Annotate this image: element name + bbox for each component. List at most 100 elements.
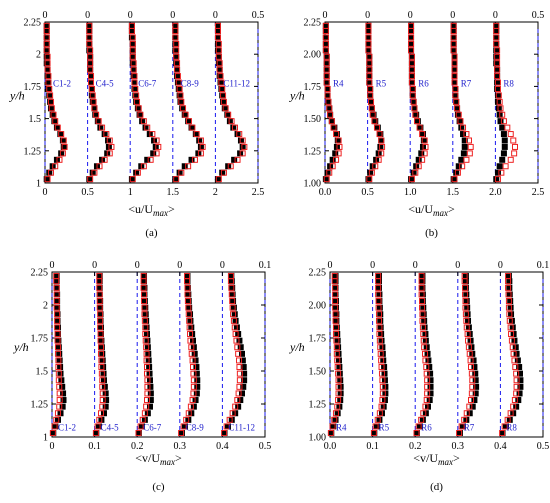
data-point-filled (94, 118, 101, 125)
data-point-filled (174, 79, 181, 86)
data-point-open (220, 169, 227, 176)
data-point-open (496, 98, 503, 105)
data-point-open (55, 364, 62, 371)
data-point-open (178, 169, 185, 176)
data-point-open (172, 22, 179, 29)
data-point-filled (238, 350, 245, 357)
data-point-filled (172, 40, 179, 47)
data-point-open (333, 337, 340, 344)
data-point-filled (187, 317, 194, 324)
data-point-filled (185, 298, 192, 305)
data-point-open (379, 397, 386, 404)
top-x-tick-label: 0 (455, 260, 460, 271)
data-point-open (421, 344, 428, 351)
data-point-open (511, 143, 518, 150)
data-point-filled (135, 430, 142, 437)
data-point-filled (196, 137, 203, 144)
data-point-filled (462, 278, 469, 285)
data-point-filled (328, 430, 335, 437)
data-point-open (463, 317, 470, 324)
data-point-filled (505, 272, 512, 279)
data-point-open (366, 79, 373, 86)
data-point-filled (51, 118, 58, 125)
data-point-open (368, 105, 375, 112)
top-x-tick-label: 0 (450, 10, 455, 21)
data-point-filled (87, 53, 94, 60)
data-point-filled (506, 291, 513, 298)
data-point-open (129, 47, 136, 54)
data-point-open (334, 357, 341, 364)
data-point-filled (50, 430, 57, 437)
data-point-open (54, 350, 61, 357)
data-point-filled (186, 304, 193, 311)
data-point-filled (221, 105, 228, 112)
data-point-open (101, 156, 108, 163)
data-point-filled (335, 344, 342, 351)
data-point-filled (370, 111, 377, 118)
data-point-filled (377, 324, 384, 331)
y-tick-label: 2 (43, 301, 48, 312)
data-point-open (510, 403, 517, 410)
data-point-filled (365, 28, 372, 35)
data-point-filled (96, 284, 103, 291)
data-point-open (46, 85, 53, 92)
data-point-open (43, 47, 50, 54)
data-point-filled (333, 317, 340, 324)
x-tick-label: 0.4 (494, 441, 507, 452)
data-point-open (507, 324, 514, 331)
data-point-open (327, 430, 334, 437)
data-point-open (462, 291, 469, 298)
data-point-filled (43, 176, 50, 183)
y-tick-label: 1.50 (304, 114, 322, 125)
data-point-open (513, 370, 520, 377)
data-point-filled (367, 169, 374, 176)
data-point-open (326, 169, 333, 176)
data-point-filled (410, 98, 417, 105)
data-point-open (408, 79, 415, 86)
data-point-open (494, 53, 501, 60)
data-point-filled (494, 66, 501, 73)
data-point-filled (88, 73, 95, 80)
data-point-open (332, 284, 339, 291)
data-point-open (379, 143, 386, 150)
y-tick-label: 1.25 (24, 146, 42, 157)
data-point-filled (97, 311, 104, 318)
data-point-open (174, 73, 181, 80)
data-point-filled (366, 73, 373, 80)
data-point-filled (86, 47, 93, 54)
data-point-open (505, 298, 512, 305)
data-point-filled (89, 98, 96, 105)
data-point-filled (97, 124, 104, 131)
data-point-open (450, 47, 457, 54)
x-tick-label: 0.1 (88, 441, 101, 452)
data-point-open (96, 298, 103, 305)
data-point-filled (332, 272, 339, 279)
data-point-open (190, 390, 197, 397)
data-point-filled (454, 105, 461, 112)
data-point-open (53, 416, 60, 423)
data-point-filled (500, 150, 507, 157)
top-x-tick-label: 0.5 (532, 10, 545, 21)
data-point-open (371, 118, 378, 125)
data-point-open (424, 390, 431, 397)
data-point-open (93, 111, 100, 118)
data-point-open (322, 22, 329, 29)
data-point-open (221, 430, 228, 437)
data-point-open (53, 284, 60, 291)
data-point-open (509, 344, 516, 351)
data-point-open (329, 423, 336, 430)
data-point-filled (499, 156, 506, 163)
data-point-open (236, 370, 243, 377)
data-point-filled (471, 397, 478, 404)
data-point-filled (494, 79, 501, 86)
data-point-filled (502, 423, 509, 430)
data-point-filled (98, 344, 105, 351)
data-point-filled (60, 397, 67, 404)
data-point-open (44, 66, 51, 73)
data-point-open (331, 416, 338, 423)
data-point-filled (420, 137, 427, 144)
data-point-open (378, 137, 385, 144)
top-x-tick-label: 0 (43, 10, 48, 21)
data-point-filled (46, 169, 53, 176)
data-point-open (96, 284, 103, 291)
